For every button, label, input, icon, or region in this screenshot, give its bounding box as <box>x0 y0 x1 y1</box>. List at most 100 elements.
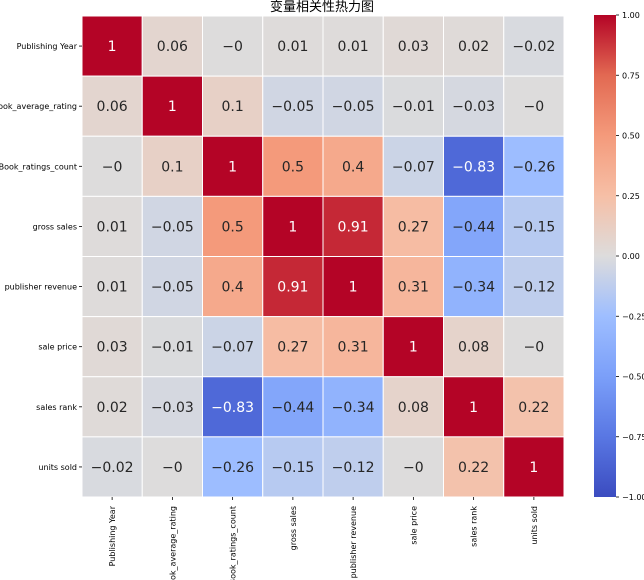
heatmap-cell <box>81 195 143 257</box>
colorbar-tick-label: −1.00 <box>622 493 644 502</box>
cell-value-label: 1 <box>469 400 478 416</box>
heatmap-cell <box>202 436 264 498</box>
cell-value-label: 0.91 <box>338 219 369 235</box>
heatmap-cell <box>262 135 324 197</box>
x-tick-label: gross sales <box>289 506 298 550</box>
y-tick-label: sales rank <box>36 403 77 412</box>
x-tick-label: publisher revenue <box>349 506 358 578</box>
cell-value-label: −0.83 <box>452 159 495 175</box>
cell-value-label: 0.03 <box>398 39 429 55</box>
cell-value-label: −0.02 <box>91 460 134 476</box>
y-tick-label: units sold <box>38 463 77 472</box>
cell-value-label: −0.05 <box>271 99 314 115</box>
colorbar-tick-label: 0.50 <box>622 132 640 141</box>
cell-value-label: 0.02 <box>97 400 128 416</box>
cell-value-label: 1 <box>288 219 297 235</box>
cell-value-label: 0.03 <box>97 340 128 356</box>
heatmap-cell <box>322 195 384 257</box>
y-tick-label: gross sales <box>33 222 77 231</box>
heatmap-cell <box>262 75 324 137</box>
heatmap-cell <box>443 316 505 378</box>
heatmap-cell <box>81 376 143 438</box>
cell-value-label: −0.15 <box>271 460 314 476</box>
cell-value-label: 0.02 <box>458 39 489 55</box>
cell-value-label: −0.07 <box>392 159 435 175</box>
heatmap-cell <box>503 316 565 378</box>
cell-value-label: −0.01 <box>151 340 194 356</box>
cell-value-label: −0.44 <box>452 219 495 235</box>
cell-value-label: 0.08 <box>398 400 429 416</box>
cell-value-label: −0.15 <box>512 219 555 235</box>
cell-value-label: 0.01 <box>277 39 308 55</box>
colorbar-tick-label: −0.25 <box>622 312 644 321</box>
cell-value-label: 0.22 <box>458 460 489 476</box>
cell-value-label: 0.91 <box>277 280 308 296</box>
heatmap-cell <box>141 75 203 137</box>
heatmap-cell <box>322 316 384 378</box>
heatmap-cell <box>322 376 384 438</box>
colorbar-tick-label: 0.25 <box>622 192 640 201</box>
colorbar <box>594 15 616 497</box>
cell-value-label: −0 <box>222 39 243 55</box>
heatmap-cell <box>202 376 264 438</box>
cell-value-label: 0.5 <box>282 159 304 175</box>
heatmap-cell <box>382 376 444 438</box>
cell-value-label: −0 <box>102 159 123 175</box>
heatmap-cell <box>503 436 565 498</box>
colorbar-tick-label: 0.00 <box>622 252 640 261</box>
cell-value-label: −0.83 <box>211 400 254 416</box>
cell-value-label: −0.01 <box>392 99 435 115</box>
heatmap-cell <box>322 436 384 498</box>
cell-value-label: 0.08 <box>458 340 489 356</box>
cell-value-label: 0.4 <box>221 280 243 296</box>
cell-value-label: 0.5 <box>221 219 243 235</box>
heatmap-cell <box>382 316 444 378</box>
cell-value-label: 1 <box>228 159 237 175</box>
heatmap-cell <box>322 256 384 318</box>
y-axis-labels: Publishing Year Book_average_rating Book_r… <box>0 42 82 472</box>
x-tick-label: sales rank <box>470 506 479 547</box>
heatmap-cell <box>202 15 264 77</box>
cell-value-label: −0.07 <box>211 340 254 356</box>
cell-value-label: 0.1 <box>161 159 183 175</box>
heatmap-cell <box>503 75 565 137</box>
y-tick-label: publisher revenue <box>5 283 77 292</box>
heatmap-cell <box>382 15 444 77</box>
heatmap-cell <box>202 135 264 197</box>
cell-value-label: 1 <box>409 340 418 356</box>
colorbar-tick-label: −0.75 <box>622 433 644 442</box>
cell-value-label: 0.31 <box>398 280 429 296</box>
cell-value-label: −0.03 <box>151 400 194 416</box>
x-tick-label: Book_ratings_count <box>229 506 238 580</box>
heatmap-cell <box>443 195 505 257</box>
cell-value-label: 1 <box>108 39 117 55</box>
cell-value-label: −0.44 <box>271 400 314 416</box>
cell-value-label: −0.12 <box>332 460 375 476</box>
cell-value-label: −0.02 <box>512 39 555 55</box>
x-tick-label: units sold <box>530 506 539 545</box>
x-axis-labels: Publishing Year Book_average_rating Book_r… <box>108 497 539 580</box>
heatmap-cell <box>262 195 324 257</box>
cell-value-label: −0.03 <box>452 99 495 115</box>
cell-value-label: 0.01 <box>97 280 128 296</box>
heatmap-cell <box>141 135 203 197</box>
heatmap-cell <box>81 15 143 77</box>
chart-title: 变量相关性热力图 <box>270 0 374 15</box>
y-tick-label: Publishing Year <box>17 42 78 51</box>
x-tick-label: Book_average_rating <box>168 506 177 580</box>
heatmap-cell <box>141 376 203 438</box>
cell-value-label: −0 <box>524 99 545 115</box>
heatmap-cell <box>382 75 444 137</box>
cell-value-label: 0.27 <box>398 219 429 235</box>
heatmap-cell <box>262 256 324 318</box>
heatmap-cell <box>443 135 505 197</box>
heatmap-cells: 1 0.06 −0 0.01 0.01 0.03 0.02 −0.02 0.06 1 0.1 −0.0… <box>81 15 565 498</box>
cell-value-label: −0 <box>403 460 424 476</box>
cell-value-label: 0.01 <box>97 219 128 235</box>
cell-value-label: −0.05 <box>151 219 194 235</box>
cell-value-label: −0.26 <box>512 159 555 175</box>
cell-value-label: 1 <box>529 460 538 476</box>
y-tick-label: Book_average_rating <box>0 102 77 111</box>
y-tick-label: Book_ratings_count <box>0 162 77 171</box>
cell-value-label: −0.34 <box>332 400 375 416</box>
